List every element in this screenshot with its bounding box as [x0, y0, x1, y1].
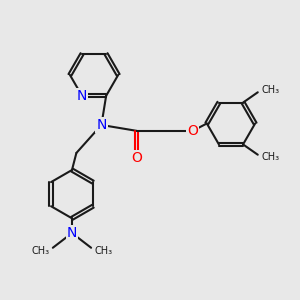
- Text: CH₃: CH₃: [261, 85, 279, 95]
- Text: CH₃: CH₃: [94, 246, 112, 256]
- Text: CH₃: CH₃: [32, 246, 50, 256]
- Text: O: O: [187, 124, 198, 138]
- Text: O: O: [131, 151, 142, 165]
- Text: N: N: [67, 226, 77, 240]
- Text: N: N: [77, 89, 87, 103]
- Text: N: N: [96, 118, 106, 132]
- Text: CH₃: CH₃: [261, 152, 279, 162]
